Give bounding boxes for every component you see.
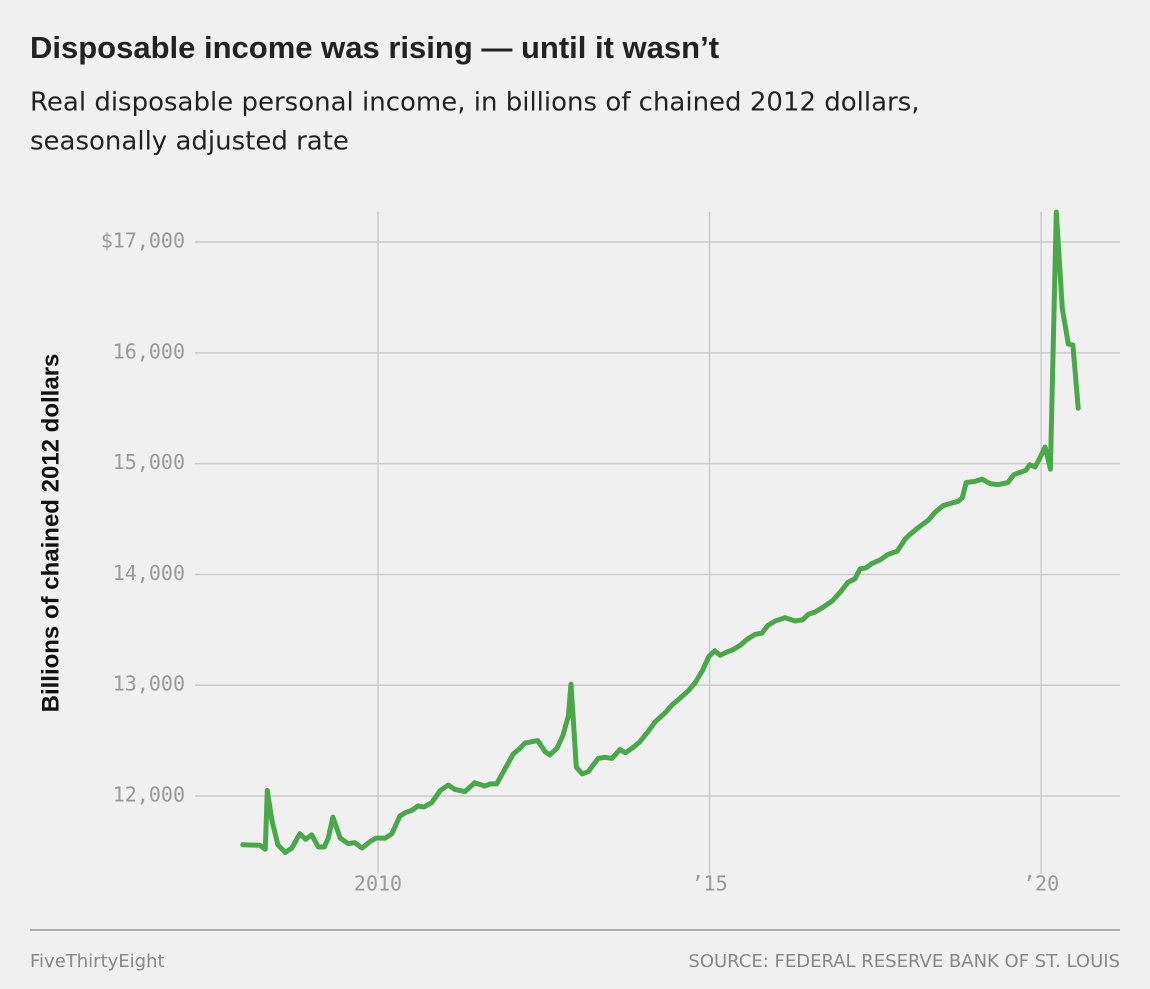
x-tick-label: 2010 [354, 872, 402, 896]
y-tick-label: 16,000 [113, 339, 185, 363]
x-tick-label: ’15 [691, 872, 727, 896]
y-tick-label: 13,000 [113, 672, 185, 696]
data-line [240, 209, 1081, 855]
chart-subtitle: seasonally adjusted rate [30, 127, 349, 157]
footer-source: SOURCE: FEDERAL RESERVE BANK OF ST. LOUI… [688, 951, 1120, 972]
y-tick-label: 15,000 [113, 450, 185, 474]
y-tick-label: 12,000 [113, 783, 185, 807]
x-tick-label: ’20 [1023, 872, 1059, 896]
y-tick-label: $17,000 [101, 229, 185, 253]
y-tick-label: 14,000 [113, 561, 185, 585]
footer-brand: FiveThirtyEight [30, 951, 165, 972]
chart-title: Disposable income was rising — until it … [30, 30, 719, 65]
chart-subtitle: Real disposable personal income, in bill… [30, 88, 920, 118]
y-axis-label: Billions of chained 2012 dollars [37, 354, 64, 713]
